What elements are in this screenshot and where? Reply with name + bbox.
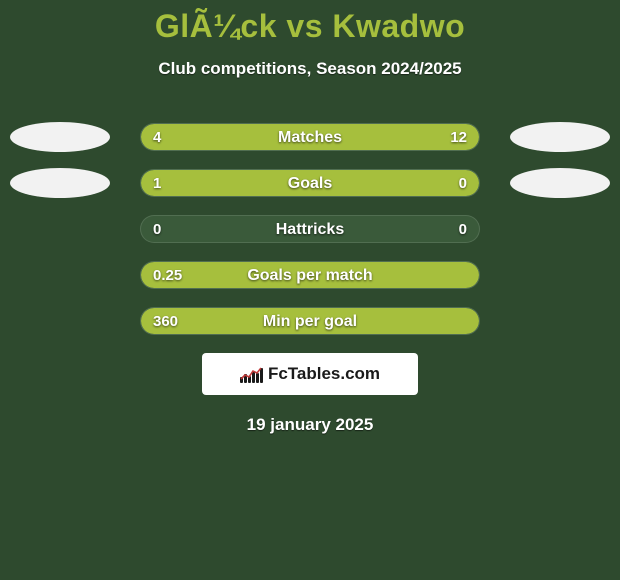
bar-track: 10Goals: [140, 169, 480, 197]
brand-badge: FcTables.com: [202, 353, 418, 395]
bar-track: 00Hattricks: [140, 215, 480, 243]
bar-track: 0.25Goals per match: [140, 261, 480, 289]
brand-text: FcTables.com: [268, 364, 380, 384]
comparison-row: 412Matches: [0, 123, 620, 151]
date-label: 19 january 2025: [0, 415, 620, 435]
comparison-row: 10Goals: [0, 169, 620, 197]
subtitle: Club competitions, Season 2024/2025: [0, 59, 620, 79]
metric-label: Min per goal: [141, 308, 479, 335]
comparison-row: 360Min per goal: [0, 307, 620, 335]
player-avatar-right: [510, 122, 610, 152]
bar-track: 412Matches: [140, 123, 480, 151]
metric-label: Goals per match: [141, 262, 479, 289]
infographic-canvas: GlÃ¼ck vs Kwadwo Club competitions, Seas…: [0, 0, 620, 580]
metric-label: Hattricks: [141, 216, 479, 243]
comparison-rows: 412Matches 10Goals 00Hattricks 0.25Goals pe…: [0, 123, 620, 335]
player-avatar-left: [10, 168, 110, 198]
comparison-row: 00Hattricks: [0, 215, 620, 243]
metric-label: Matches: [141, 124, 479, 151]
chart-icon: [240, 365, 262, 383]
page-title: GlÃ¼ck vs Kwadwo: [0, 0, 620, 45]
bar-track: 360Min per goal: [140, 307, 480, 335]
metric-label: Goals: [141, 170, 479, 197]
player-avatar-left: [10, 122, 110, 152]
player-avatar-right: [510, 168, 610, 198]
comparison-row: 0.25Goals per match: [0, 261, 620, 289]
